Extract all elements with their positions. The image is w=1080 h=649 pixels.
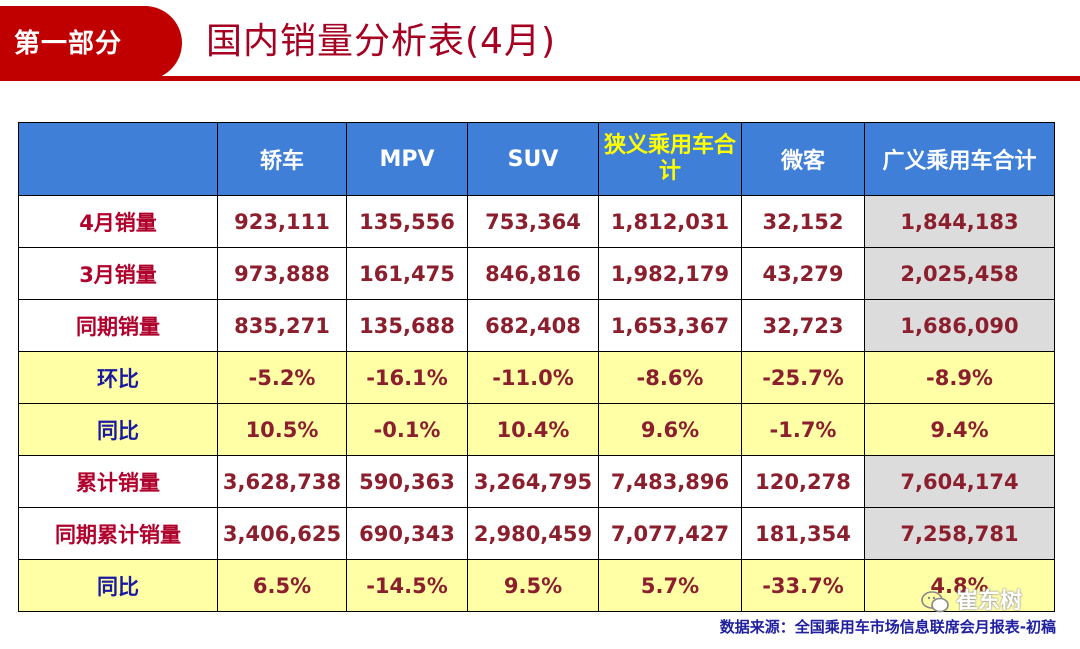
table-cell: 590,363 <box>346 455 468 508</box>
table-row: 同比 6.5% -14.5% 9.5% 5.7% -33.7% 4.8% <box>18 559 1055 612</box>
table-header-row: 轿车 MPV SUV 狭义乘用车合计 微客 广义乘用车合计 <box>18 122 1055 196</box>
table-row: 同期销量 835,271 135,688 682,408 1,653,367 3… <box>18 299 1055 352</box>
row-label: 同期累计销量 <box>18 507 218 560</box>
sales-table: 轿车 MPV SUV 狭义乘用车合计 微客 广义乘用车合计 4月销量 923,1… <box>18 122 1055 612</box>
table-row: 同期累计销量 3,406,625 690,343 2,980,459 7,077… <box>18 507 1055 560</box>
table-row: 环比 -5.2% -16.1% -11.0% -8.6% -25.7% -8.9… <box>18 351 1055 404</box>
table-cell: -8.6% <box>598 351 742 404</box>
table-cell-total: 4.8% <box>864 559 1055 612</box>
table-cell: 32,152 <box>741 195 865 248</box>
table-cell: -1.7% <box>741 403 865 456</box>
table-cell: 10.5% <box>217 403 347 456</box>
table-cell-total: 1,686,090 <box>864 299 1055 352</box>
table-cell: 973,888 <box>217 247 347 300</box>
row-label: 4月销量 <box>18 195 218 248</box>
section-label: 第一部分 <box>14 29 123 59</box>
table-cell-total: 7,604,174 <box>864 455 1055 508</box>
table-cell: 43,279 <box>741 247 865 300</box>
header-cell-mpv: MPV <box>346 122 468 196</box>
table-cell: 2,980,459 <box>467 507 599 560</box>
table-cell: 3,264,795 <box>467 455 599 508</box>
watermark: 崔东树 <box>920 583 1022 615</box>
table-cell: -0.1% <box>346 403 468 456</box>
table-cell: 135,556 <box>346 195 468 248</box>
table-cell: -25.7% <box>741 351 865 404</box>
table-cell: 181,354 <box>741 507 865 560</box>
row-label: 同比 <box>18 559 218 612</box>
row-label: 同比 <box>18 403 218 456</box>
table-cell: 690,343 <box>346 507 468 560</box>
header-cell-broad-total: 广义乘用车合计 <box>864 122 1055 196</box>
watermark-text: 崔东树 <box>956 589 1023 614</box>
table-cell: 9.6% <box>598 403 742 456</box>
table-cell-total: 1,844,183 <box>864 195 1055 248</box>
table-cell: 32,723 <box>741 299 865 352</box>
row-label: 3月销量 <box>18 247 218 300</box>
table-row: 3月销量 973,888 161,475 846,816 1,982,179 4… <box>18 247 1055 300</box>
table-cell: 9.5% <box>467 559 599 612</box>
table-row: 累计销量 3,628,738 590,363 3,264,795 7,483,8… <box>18 455 1055 508</box>
row-label: 同期销量 <box>18 299 218 352</box>
header-cell-narrow-total: 狭义乘用车合计 <box>598 122 742 196</box>
table-cell: -33.7% <box>741 559 865 612</box>
table-cell: 120,278 <box>741 455 865 508</box>
wechat-icon <box>921 591 949 613</box>
table-cell: -5.2% <box>217 351 347 404</box>
table-cell: 7,483,896 <box>598 455 742 508</box>
table-cell: -11.0% <box>467 351 599 404</box>
header-cell-minivan: 微客 <box>741 122 865 196</box>
header-divider <box>0 76 1080 81</box>
row-label: 累计销量 <box>18 455 218 508</box>
header-cell-suv: SUV <box>467 122 599 196</box>
table-cell: 7,077,427 <box>598 507 742 560</box>
table-cell: 835,271 <box>217 299 347 352</box>
section-tab: 第一部分 <box>0 6 182 80</box>
data-source-note: 数据来源：全国乘用车市场信息联席会月报表-初稿 <box>719 618 1056 636</box>
table-cell: 923,111 <box>217 195 347 248</box>
page-title: 国内销量分析表(4月) <box>206 21 556 62</box>
table-cell: 1,982,179 <box>598 247 742 300</box>
table-cell: 3,406,625 <box>217 507 347 560</box>
table-cell: 1,653,367 <box>598 299 742 352</box>
table-row: 同比 10.5% -0.1% 10.4% 9.6% -1.7% 9.4% <box>18 403 1055 456</box>
table-cell: 1,812,031 <box>598 195 742 248</box>
table-cell: 161,475 <box>346 247 468 300</box>
table-cell: 846,816 <box>467 247 599 300</box>
sales-table-container: 轿车 MPV SUV 狭义乘用车合计 微客 广义乘用车合计 4月销量 923,1… <box>18 122 1055 612</box>
row-label: 环比 <box>18 351 218 404</box>
table-cell: 6.5% <box>217 559 347 612</box>
table-cell: 3,628,738 <box>217 455 347 508</box>
table-cell-total: -8.9% <box>864 351 1055 404</box>
table-cell: 682,408 <box>467 299 599 352</box>
table-cell: -16.1% <box>346 351 468 404</box>
header-cell-sedan: 轿车 <box>217 122 347 196</box>
table-cell-total: 9.4% <box>864 403 1055 456</box>
table-cell: -14.5% <box>346 559 468 612</box>
table-cell-total: 2,025,458 <box>864 247 1055 300</box>
table-row: 4月销量 923,111 135,556 753,364 1,812,031 3… <box>18 195 1055 248</box>
table-cell: 753,364 <box>467 195 599 248</box>
table-cell: 5.7% <box>598 559 742 612</box>
header-cell-empty <box>18 122 218 196</box>
table-cell: 10.4% <box>467 403 599 456</box>
table-cell: 135,688 <box>346 299 468 352</box>
table-cell-total: 7,258,781 <box>864 507 1055 560</box>
